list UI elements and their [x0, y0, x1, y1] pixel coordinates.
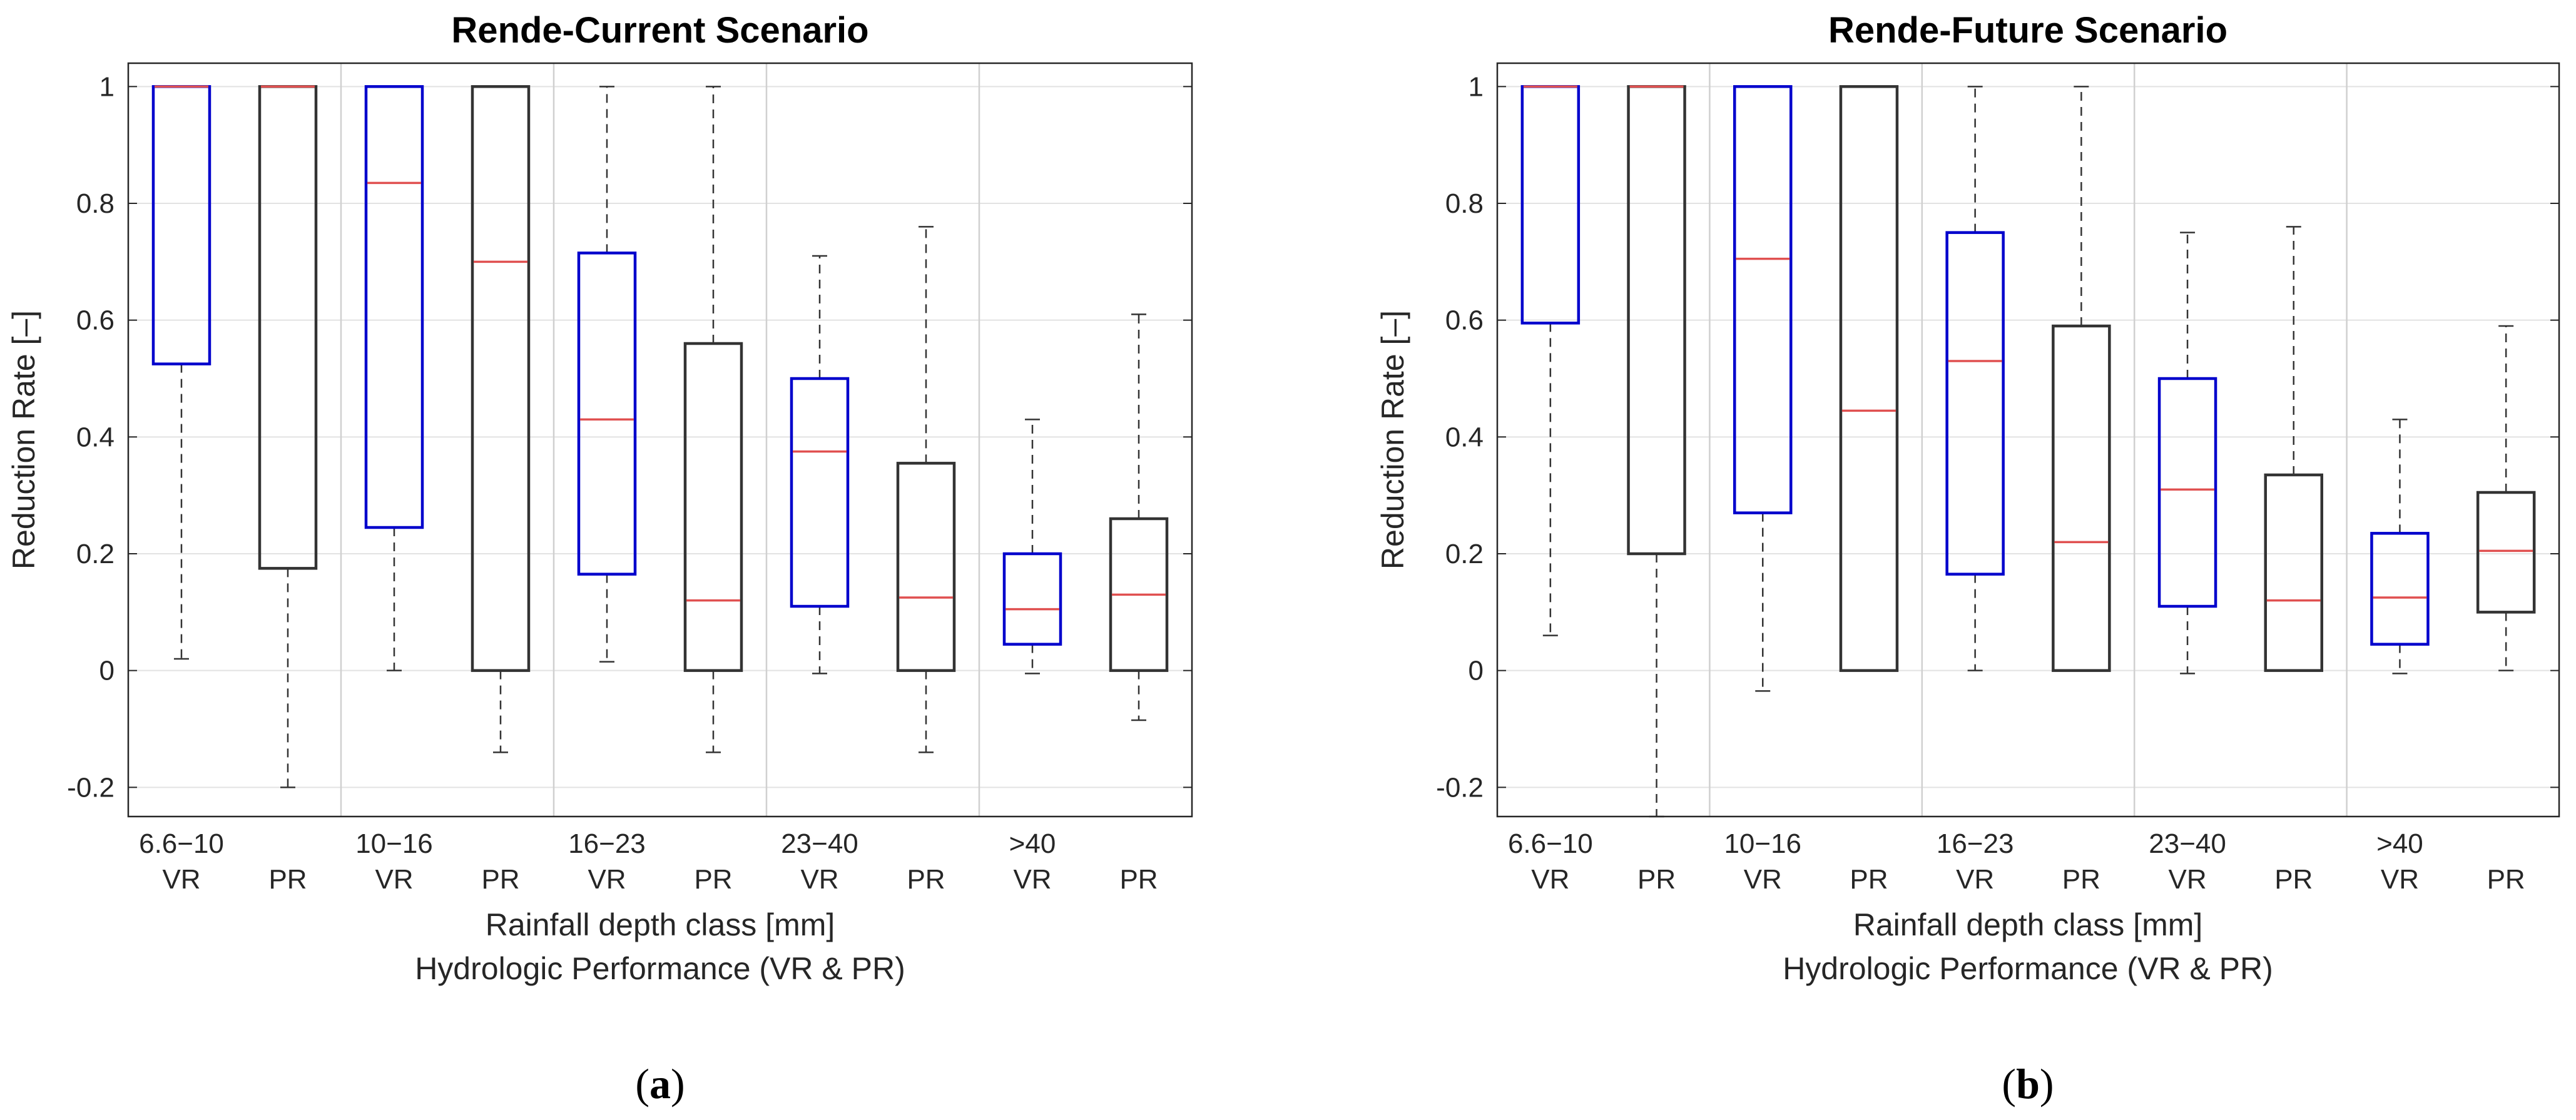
box-iqr — [2157, 377, 2217, 608]
box-vr — [1733, 85, 1793, 692]
x-group-label: VR — [1744, 864, 1782, 895]
chart-title: Rende-Current Scenario — [451, 10, 868, 51]
box-pr — [1839, 85, 1899, 672]
x-group-label: PR — [268, 864, 307, 895]
x-class-label: 16−23 — [1937, 828, 2014, 859]
box-iqr — [1002, 552, 1062, 646]
x-group-label: VR — [800, 864, 838, 895]
box-iqr — [790, 377, 850, 608]
y-tick-label: 0.2 — [1445, 539, 1484, 569]
chart-panel-a: Rende-Current Scenario -0.2 0 0.2 0.4 0.6 0.8 1… — [6, 10, 1193, 1107]
x-axis-sublabel: Hydrologic Performance (VR & PR) — [1783, 951, 2273, 986]
box-pr — [896, 226, 956, 753]
x-group-label: VR — [588, 864, 626, 895]
box-vr — [364, 85, 424, 671]
chart-panel-b: Rende-Future Scenario-0.200.20.40.60.816… — [1375, 10, 2560, 1107]
box-iqr — [1945, 231, 2005, 576]
x-group-label: VR — [1531, 864, 1569, 895]
box-iqr — [364, 85, 424, 529]
x-group-label: VR — [162, 864, 200, 895]
x-axis-label: Rainfall depth class [mm] — [1853, 907, 2203, 942]
x-class-label: 23−40 — [781, 828, 858, 859]
y-tick-label: 0.2 — [76, 539, 115, 569]
x-class-label: >40 — [1009, 828, 1056, 859]
box-vr — [2370, 419, 2430, 675]
y-axis-label: Reduction Rate [–] — [1375, 310, 1410, 569]
x-group-label: PR — [1637, 864, 1676, 895]
x-class-label: >40 — [2376, 828, 2423, 859]
box-vr — [1002, 419, 1062, 675]
box-pr — [683, 86, 743, 753]
x-group-label: PR — [1850, 864, 1888, 895]
x-group-label: VR — [375, 864, 413, 895]
box-iqr — [1109, 517, 1169, 672]
x-axis-label: Rainfall depth class [mm] — [486, 907, 835, 942]
y-tick-label: 0 — [99, 656, 115, 686]
box-vr — [2157, 232, 2217, 675]
plot-area — [1497, 63, 2559, 817]
y-tick-label: 0.8 — [76, 188, 115, 219]
x-group-label: PR — [2062, 864, 2100, 895]
box-pr — [471, 85, 531, 753]
box-vr — [577, 86, 637, 663]
box-iqr — [1839, 85, 1899, 672]
box-pr — [2476, 325, 2536, 671]
x-class-label: 6.6−10 — [1508, 828, 1593, 859]
y-tick-label: 0.4 — [1445, 422, 1484, 452]
axes-frame — [1496, 62, 2560, 818]
y-tick-label: 0.6 — [76, 305, 115, 336]
x-group-label: VR — [2381, 864, 2419, 895]
box-iqr — [896, 462, 956, 672]
chart-title: Rende-Future Scenario — [1828, 10, 2227, 51]
panel-label: (b) — [2002, 1060, 2054, 1107]
box-iqr — [471, 85, 531, 672]
x-axis-sublabel: Hydrologic Performance (VR & PR) — [415, 951, 905, 986]
box-pr — [1109, 313, 1169, 721]
x-class-label: 23−40 — [2149, 828, 2226, 859]
y-tick-label: 1 — [1469, 71, 1484, 102]
x-group-label: PR — [481, 864, 519, 895]
panel-label: (a) — [635, 1060, 685, 1107]
x-class-label: 16−23 — [568, 828, 646, 859]
y-tick-label: -0.2 — [1436, 772, 1484, 803]
axes-frame — [127, 62, 1193, 818]
y-tick-label: 0.4 — [76, 422, 115, 452]
y-tick-label: 1 — [99, 71, 115, 102]
box-vr — [151, 85, 211, 660]
box-vr — [1520, 85, 1581, 636]
box-pr — [2052, 86, 2111, 672]
x-group-label: VR — [1013, 864, 1051, 895]
x-group-label: PR — [907, 864, 945, 895]
x-class-label: 10−16 — [355, 828, 433, 859]
y-tick-label: 0.6 — [1445, 305, 1484, 336]
box-pr — [2264, 226, 2323, 672]
box-vr — [790, 255, 850, 675]
x-group-label: PR — [2274, 864, 2313, 895]
x-group-label: PR — [2487, 864, 2525, 895]
y-axis-label: Reduction Rate [–] — [6, 310, 41, 569]
box-iqr — [2052, 324, 2111, 672]
x-group-label: VR — [1956, 864, 1994, 895]
y-tick-label: -0.2 — [67, 772, 115, 803]
y-tick-label: 0.8 — [1445, 188, 1484, 219]
x-class-label: 6.6−10 — [139, 828, 224, 859]
box-iqr — [2370, 532, 2430, 646]
x-group-label: PR — [1119, 864, 1158, 895]
plot-area — [128, 63, 1192, 817]
x-group-label: PR — [694, 864, 732, 895]
x-group-label: VR — [2168, 864, 2206, 895]
box-iqr — [683, 342, 743, 672]
box-iqr — [577, 252, 637, 576]
box-vr — [1945, 86, 2005, 671]
box-iqr — [2476, 491, 2536, 614]
y-tick-label: 0 — [1469, 656, 1484, 686]
box-iqr — [2264, 473, 2323, 672]
x-class-label: 10−16 — [1724, 828, 1801, 859]
box-iqr — [1733, 85, 1793, 514]
box-pr — [258, 85, 318, 788]
